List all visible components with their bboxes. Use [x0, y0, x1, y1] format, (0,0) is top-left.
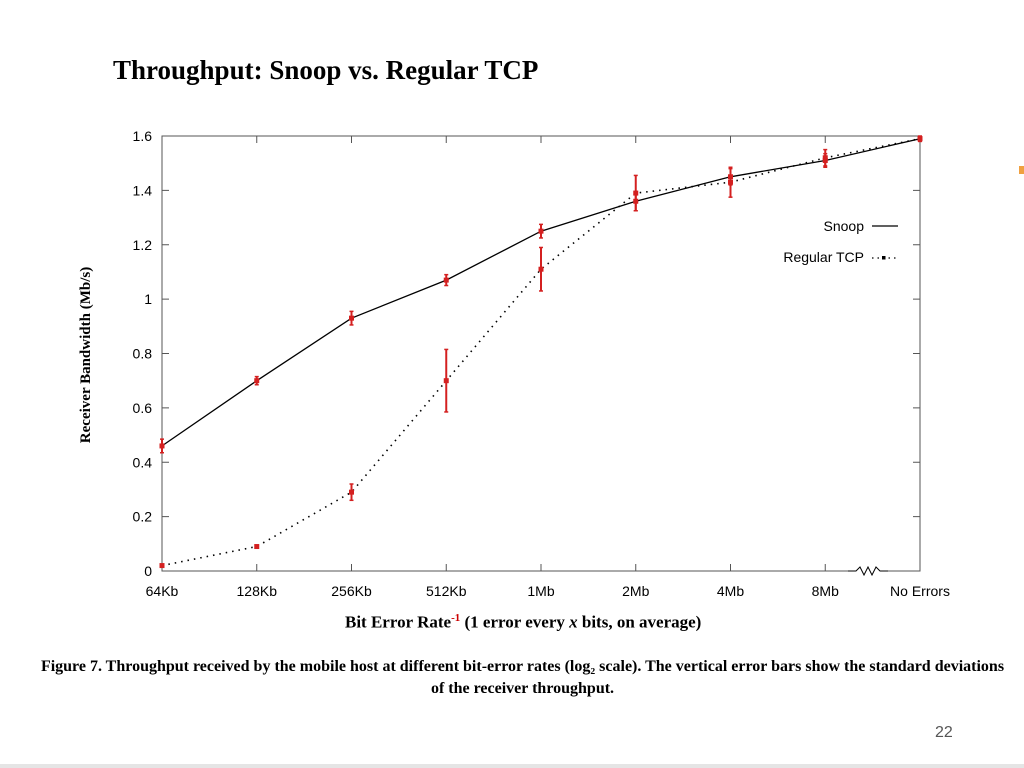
series-line-snoop — [161, 138, 921, 447]
data-point-snoop — [633, 198, 639, 204]
data-point-regular-tcp — [917, 136, 923, 142]
x-axis-label: Bit Error Rate-1 (1 error every x bits, … — [345, 612, 701, 633]
data-point-snoop — [254, 378, 260, 384]
x-axis-label-mid: (1 error every — [464, 612, 570, 632]
footer-bar — [0, 764, 1024, 768]
y-tick-label: 1.4 — [133, 182, 153, 198]
x-tick-label: 2Mb — [622, 583, 649, 599]
data-point-snoop — [822, 157, 828, 163]
data-point-regular-tcp — [633, 190, 639, 196]
data-point-regular-tcp — [443, 378, 449, 384]
axis-break-icon — [848, 565, 888, 577]
data-point-regular-tcp — [728, 179, 733, 185]
legend-label-regular-tcp: Regular TCP — [783, 249, 864, 265]
y-tick-label: 0 — [144, 563, 152, 579]
data-point-regular-tcp — [538, 266, 544, 272]
x-tick-label: 64Kb — [146, 583, 179, 599]
y-tick-label: 1.6 — [133, 128, 153, 144]
y-tick-label: 0.4 — [133, 454, 153, 470]
y-tick-label: 0.6 — [133, 400, 153, 416]
y-axis-label: Receiver Bandwidth (Mb/s) — [78, 267, 94, 443]
plot-frame — [161, 135, 921, 572]
data-point-snoop — [443, 277, 449, 283]
data-point-snoop — [159, 443, 165, 449]
figure-caption: Figure 7. Throughput received by the mob… — [40, 658, 1005, 697]
series-line-regular-tcp — [161, 137, 921, 567]
data-point-regular-tcp — [349, 489, 354, 495]
x-tick-label: 4Mb — [717, 583, 744, 599]
y-tick-label: 1 — [144, 291, 152, 307]
data-point-regular-tcp — [159, 563, 165, 569]
y-tick-label: 0.8 — [133, 346, 153, 362]
edge-decoration — [1019, 166, 1024, 174]
data-point-regular-tcp — [254, 544, 260, 550]
legend-label-snoop: Snoop — [824, 218, 865, 234]
x-axis-label-suffix: bits, on average) — [577, 612, 702, 632]
x-axis-label-superscript: -1 — [451, 612, 461, 624]
x-tick-label: 512Kb — [426, 583, 467, 599]
data-point-snoop — [538, 228, 544, 234]
y-tick-label: 0.2 — [133, 509, 153, 525]
data-point-snoop — [349, 315, 354, 321]
x-tick-label: 256Kb — [331, 583, 372, 599]
x-tick-label: 1Mb — [527, 583, 554, 599]
x-tick-label: 128Kb — [237, 583, 278, 599]
x-tick-label: 8Mb — [812, 583, 839, 599]
x-axis-label-prefix: Bit Error Rate — [345, 612, 452, 632]
page-number: 22 — [935, 724, 953, 741]
legend-marker-regular-tcp — [882, 256, 886, 260]
x-axis-label-variable: x — [569, 612, 578, 632]
data-point-snoop — [728, 174, 733, 180]
x-tick-label: No Errors — [890, 583, 950, 599]
data-point-regular-tcp — [822, 155, 828, 161]
y-tick-label: 1.2 — [133, 237, 153, 253]
slide-title: Throughput: Snoop vs. Regular TCP — [113, 55, 539, 85]
